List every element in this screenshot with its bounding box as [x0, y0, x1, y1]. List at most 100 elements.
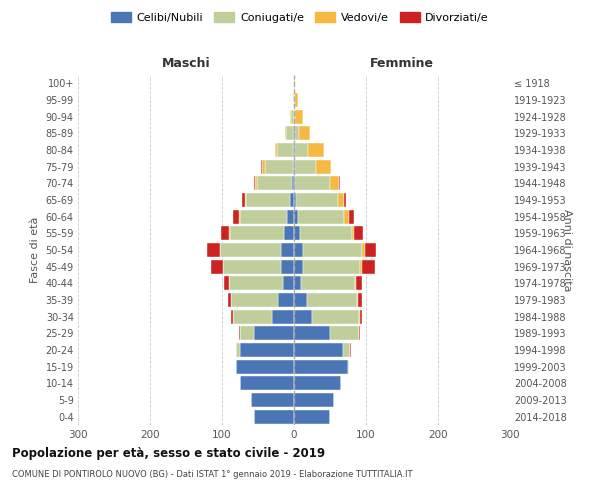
- Bar: [229, 276, 283, 290]
- Bar: [356, 276, 362, 290]
- Bar: [294, 393, 334, 407]
- Bar: [247, 193, 290, 207]
- Bar: [277, 143, 293, 157]
- Bar: [233, 310, 272, 324]
- Bar: [220, 243, 281, 257]
- Bar: [359, 326, 360, 340]
- Bar: [221, 226, 229, 240]
- Bar: [308, 143, 323, 157]
- Bar: [294, 93, 295, 107]
- Bar: [294, 76, 295, 90]
- Bar: [294, 410, 330, 424]
- Bar: [294, 360, 348, 374]
- Bar: [294, 343, 343, 357]
- Bar: [298, 210, 344, 224]
- Bar: [294, 226, 300, 240]
- Bar: [294, 310, 312, 324]
- Bar: [292, 176, 294, 190]
- Bar: [307, 293, 358, 307]
- Bar: [300, 226, 352, 240]
- Bar: [360, 260, 362, 274]
- Bar: [262, 160, 265, 174]
- Bar: [286, 126, 293, 140]
- Bar: [349, 210, 355, 224]
- Bar: [251, 393, 294, 407]
- Bar: [294, 293, 307, 307]
- Bar: [302, 243, 362, 257]
- Bar: [338, 176, 340, 190]
- Bar: [294, 276, 301, 290]
- Bar: [294, 376, 341, 390]
- Bar: [294, 210, 298, 224]
- Bar: [240, 343, 294, 357]
- Bar: [290, 193, 294, 207]
- Bar: [294, 110, 295, 124]
- Bar: [295, 143, 308, 157]
- Bar: [294, 193, 296, 207]
- Bar: [240, 326, 254, 340]
- Bar: [350, 343, 351, 357]
- Bar: [223, 260, 281, 274]
- Bar: [330, 326, 359, 340]
- Bar: [240, 210, 287, 224]
- Bar: [301, 276, 355, 290]
- Bar: [316, 160, 331, 174]
- Bar: [232, 293, 278, 307]
- Bar: [242, 193, 245, 207]
- Y-axis label: Anni di nascita: Anni di nascita: [562, 208, 572, 291]
- Bar: [275, 143, 277, 157]
- Bar: [344, 193, 346, 207]
- Bar: [284, 226, 294, 240]
- Bar: [232, 310, 233, 324]
- Bar: [283, 276, 294, 290]
- Bar: [312, 310, 359, 324]
- Bar: [294, 260, 302, 274]
- Bar: [302, 260, 360, 274]
- Bar: [293, 93, 294, 107]
- Bar: [294, 143, 295, 157]
- Bar: [330, 176, 338, 190]
- Bar: [294, 160, 295, 174]
- Text: Popolazione per età, sesso e stato civile - 2019: Popolazione per età, sesso e stato civil…: [12, 448, 325, 460]
- Bar: [281, 260, 294, 274]
- Bar: [294, 326, 330, 340]
- Bar: [348, 360, 349, 374]
- Text: Femmine: Femmine: [370, 57, 434, 70]
- Bar: [224, 276, 229, 290]
- Bar: [362, 243, 365, 257]
- Bar: [294, 176, 295, 190]
- Bar: [240, 376, 294, 390]
- Bar: [359, 310, 362, 324]
- Bar: [296, 193, 338, 207]
- Bar: [295, 93, 298, 107]
- Legend: Celibi/Nubili, Coniugati/e, Vedovi/e, Divorziati/e: Celibi/Nubili, Coniugati/e, Vedovi/e, Di…: [107, 8, 493, 28]
- Bar: [236, 360, 294, 374]
- Bar: [295, 160, 316, 174]
- Bar: [295, 110, 302, 124]
- Bar: [211, 260, 223, 274]
- Bar: [293, 143, 294, 157]
- Bar: [239, 326, 240, 340]
- Bar: [284, 126, 286, 140]
- Bar: [230, 226, 284, 240]
- Text: COMUNE DI PONTIROLO NUOVO (BG) - Dati ISTAT 1° gennaio 2019 - Elaborazione TUTTI: COMUNE DI PONTIROLO NUOVO (BG) - Dati IS…: [12, 470, 413, 479]
- Bar: [245, 193, 247, 207]
- Bar: [295, 176, 330, 190]
- Bar: [261, 160, 262, 174]
- Bar: [207, 243, 220, 257]
- Bar: [254, 326, 294, 340]
- Bar: [355, 276, 356, 290]
- Bar: [344, 210, 349, 224]
- Bar: [287, 210, 294, 224]
- Bar: [257, 176, 292, 190]
- Bar: [358, 293, 362, 307]
- Bar: [338, 193, 344, 207]
- Bar: [239, 210, 240, 224]
- Bar: [293, 160, 294, 174]
- Bar: [291, 110, 294, 124]
- Bar: [254, 176, 255, 190]
- Bar: [281, 243, 294, 257]
- Bar: [294, 126, 295, 140]
- Bar: [233, 210, 239, 224]
- Bar: [254, 410, 294, 424]
